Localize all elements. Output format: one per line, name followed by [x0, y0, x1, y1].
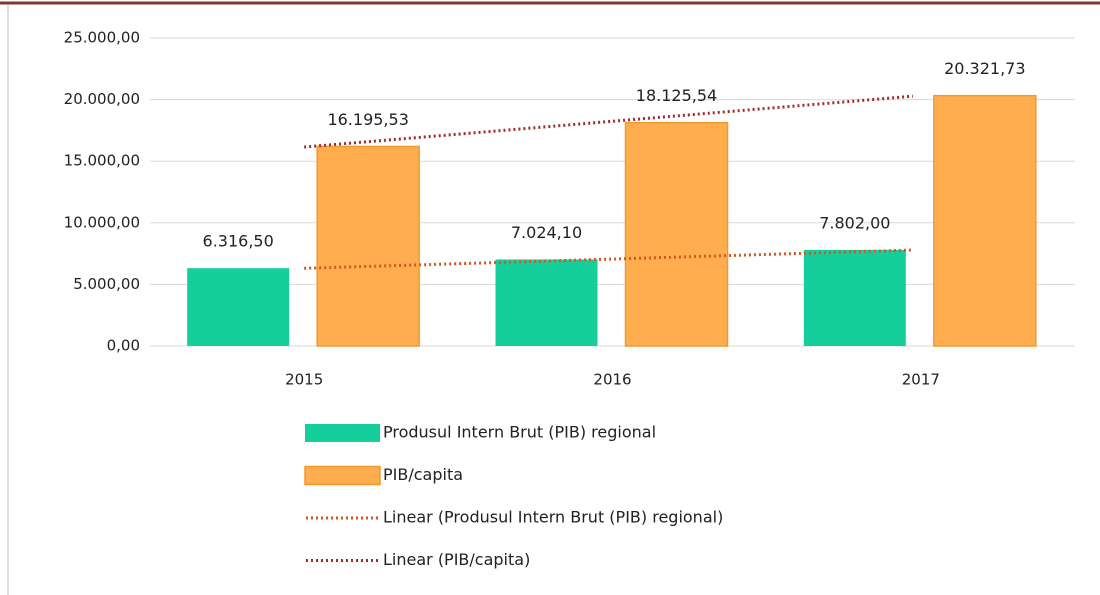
y-tick-label: 5.000,00 — [73, 275, 140, 293]
y-tick-label: 15.000,00 — [64, 152, 140, 170]
trendline — [304, 94, 913, 149]
x-tick-label: 2017 — [902, 371, 940, 389]
legend-label: Linear (PIB/capita) — [383, 550, 530, 569]
x-tick-label: 2016 — [593, 371, 631, 389]
bar — [624, 121, 729, 347]
x-tick-label: 2015 — [285, 371, 323, 389]
bar — [316, 145, 420, 347]
legend-label: PIB/capita — [383, 465, 463, 484]
bar — [933, 94, 1037, 347]
legend-swatch — [304, 465, 381, 486]
bar — [803, 249, 906, 346]
y-tick-label: 10.000,00 — [64, 213, 140, 231]
data-label: 7.024,10 — [511, 223, 582, 242]
data-label: 20.321,73 — [944, 59, 1025, 78]
data-label: 7.802,00 — [819, 213, 890, 232]
legend-label: Linear (Produsul Intern Brut (PIB) regio… — [383, 508, 723, 527]
y-tick-label: 25.000,00 — [64, 29, 140, 47]
legend-label: Produsul Intern Brut (PIB) regional — [383, 423, 656, 442]
data-label: 6.316,50 — [203, 232, 274, 251]
data-label: 18.125,54 — [636, 86, 717, 105]
data-label: 16.195,53 — [327, 110, 408, 129]
legend-swatch — [305, 424, 380, 442]
bar — [187, 268, 290, 346]
y-tick-label: 0,00 — [107, 337, 140, 355]
y-tick-label: 20.000,00 — [64, 90, 140, 108]
trendline — [304, 248, 913, 270]
bar — [495, 259, 598, 346]
